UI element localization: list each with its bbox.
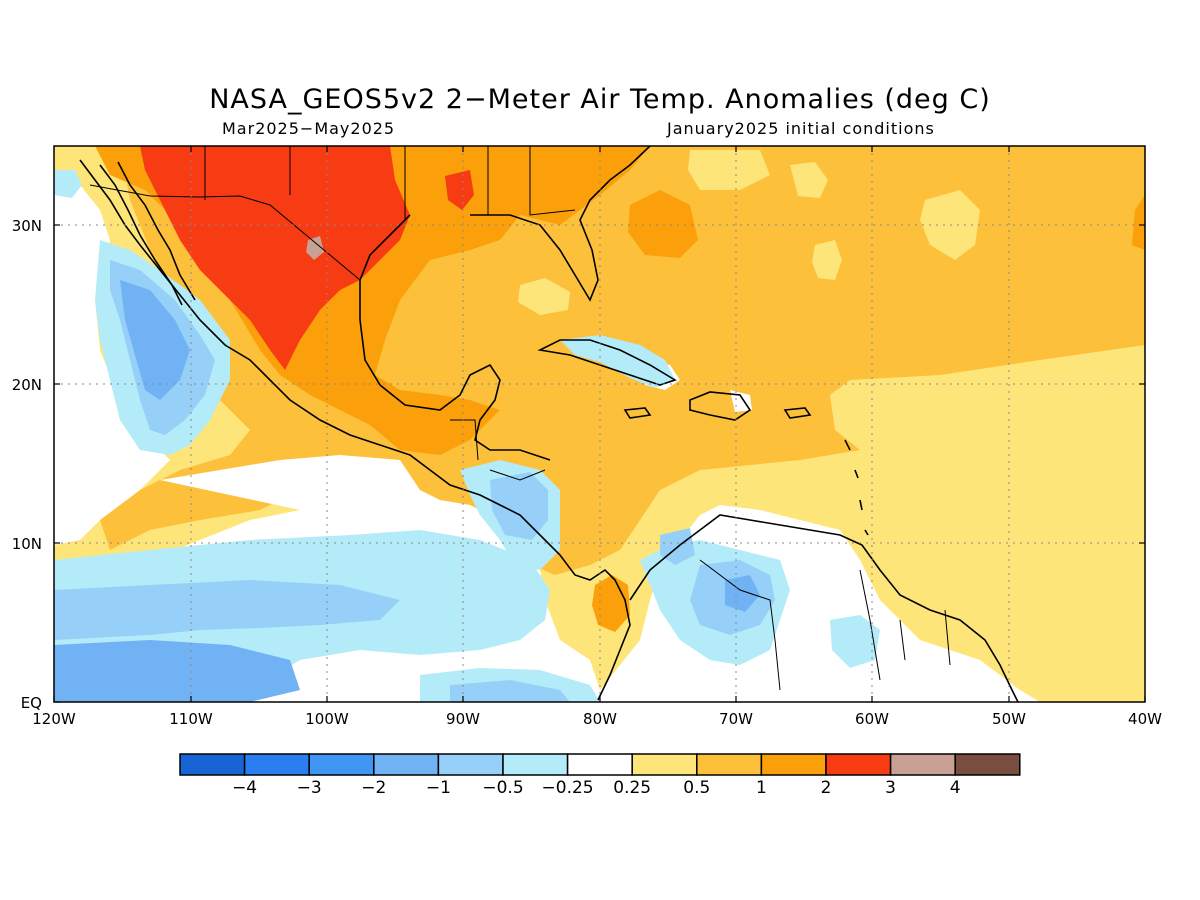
x-label-120w: 120W [32, 710, 76, 728]
axis-ticks [53, 146, 1146, 703]
anomaly-fields [54, 146, 1145, 702]
colorbar-swatch [889, 753, 956, 776]
colorbar-swatch [631, 753, 698, 776]
colorbar [179, 753, 1021, 776]
colorbar-label: −0.5 [482, 778, 523, 798]
colorbar-swatch [308, 753, 375, 776]
x-axis-labels: 120W 110W 100W 90W 80W 70W 60W 50W 40W [32, 710, 1162, 728]
x-label-40w: 40W [1128, 710, 1162, 728]
colorbar-swatch [502, 753, 569, 776]
colorbar-swatch [437, 753, 504, 776]
x-label-60w: 60W [855, 710, 889, 728]
y-label-30n: 30N [12, 217, 42, 235]
colorbar-label: 4 [950, 778, 961, 798]
init-subtitle: January2025 initial conditions [667, 119, 935, 138]
colorbar-label: −2 [361, 778, 386, 798]
colorbar-swatch [566, 753, 633, 776]
colorbar-label: 0.25 [613, 778, 651, 798]
period-subtitle: Mar2025−May2025 [222, 119, 396, 138]
colorbar-label: −1 [426, 778, 451, 798]
colorbar-swatch [954, 753, 1021, 776]
gridlines [54, 146, 1145, 702]
colorbar-swatch [825, 753, 892, 776]
colorbar-swatch [373, 753, 440, 776]
y-label-eq: EQ [21, 694, 42, 712]
y-label-10n: 10N [12, 535, 42, 553]
borders [89, 146, 951, 691]
colorbar-label: 0.5 [683, 778, 710, 798]
colorbar-swatch [760, 753, 827, 776]
y-axis-labels: 30N 20N 10N EQ [12, 217, 42, 712]
colorbar-label: −0.25 [542, 778, 594, 798]
map-title: NASA_GEOS5v2 2−Meter Air Temp. Anomalies… [209, 84, 991, 115]
colorbar-label: 2 [821, 778, 832, 798]
x-label-100w: 100W [305, 710, 349, 728]
colorbar-label: 1 [756, 778, 767, 798]
colorbar-swatch [243, 753, 310, 776]
colorbar-labels: −4 −3 −2 −1 −0.5 −0.25 0.25 0.5 1 2 3 4 [232, 778, 961, 798]
colorbar-swatch [179, 753, 246, 776]
x-label-90w: 90W [446, 710, 480, 728]
x-label-110w: 110W [169, 710, 213, 728]
colorbar-label: 3 [885, 778, 896, 798]
x-label-80w: 80W [583, 710, 617, 728]
colorbar-swatch [696, 753, 763, 776]
colorbar-label: −3 [297, 778, 322, 798]
y-label-20n: 20N [12, 376, 42, 394]
x-label-50w: 50W [992, 710, 1026, 728]
colorbar-label: −4 [232, 778, 257, 798]
x-label-70w: 70W [719, 710, 753, 728]
